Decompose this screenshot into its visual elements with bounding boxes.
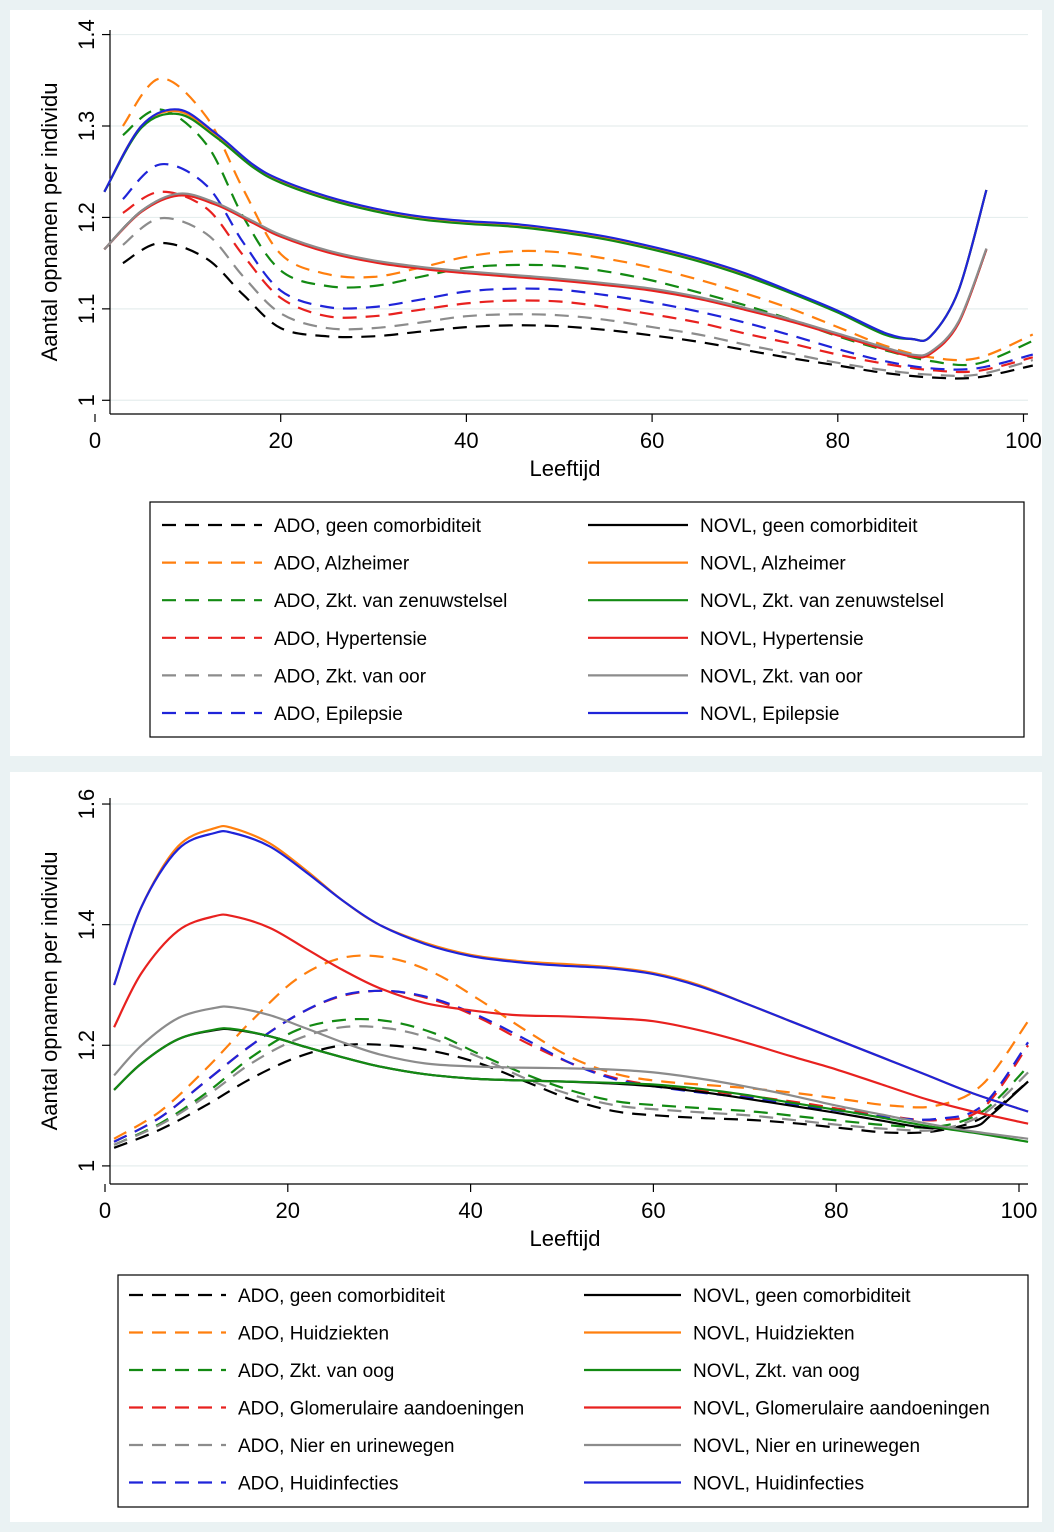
chart1-legend-label: ADO, Epilepsie [274, 704, 403, 725]
chart1-series-line-0 [122, 241, 1034, 380]
chart2-x-tick-label: 60 [641, 1198, 665, 1223]
chart2-y-tick-label: 1.2 [74, 1030, 99, 1061]
chart1-legend-label: NOVL, Zkt. van oor [700, 666, 863, 687]
chart2-legend-label: ADO, Huidziekten [238, 1324, 389, 1345]
chart2-legend-label: NOVL, Nier en urinewegen [693, 1436, 920, 1457]
chart1-y-tick-label: 1 [74, 394, 99, 406]
chart2-x-tick-label: 80 [824, 1198, 848, 1223]
chart1-series-line-3 [122, 190, 1034, 374]
chart2-x-tick-label: 40 [458, 1198, 482, 1223]
chart2-x-tick-label: 20 [276, 1198, 300, 1223]
chart1-x-tick-label: 80 [826, 428, 850, 453]
chart2-x-tick-label: 0 [99, 1198, 111, 1223]
chart2-series-line-8 [113, 1027, 1029, 1143]
chart2-legend-label: ADO, Zkt. van oog [238, 1361, 394, 1382]
chart2-x-axis-title: Leeftijd [530, 1226, 601, 1251]
chart1-series-line-9 [103, 194, 988, 359]
chart1-legend-label: ADO, Hypertensie [274, 629, 427, 650]
chart1-series-line-5 [122, 163, 1034, 371]
chart1-y-axis-title: Aantal opnamen per individu [37, 83, 62, 362]
chart2-legend-label: NOVL, geen comorbiditeit [693, 1286, 911, 1307]
chart1-series-line-11 [103, 108, 988, 343]
chart1-legend-label: NOVL, Hypertensie [700, 629, 864, 650]
chart1: 1 1.1 1.2 1.3 1.4 0 20 40 60 80 100 Leeftijd Aantal … [10, 10, 1042, 756]
chart2-legend-label: ADO, Glomerulaire aandoeningen [238, 1399, 524, 1420]
chart2-y-axis-title: Aantal opnamen per individu [37, 852, 62, 1131]
chart2-legend [117, 1274, 1029, 1508]
chart1-legend-label: NOVL, geen comorbiditeit [700, 516, 918, 537]
chart2-y-tick-label: 1 [74, 1160, 99, 1172]
chart1-x-tick-label: 100 [1005, 428, 1042, 453]
chart1-x-tick-label: 20 [268, 428, 292, 453]
chart1-legend-label: NOVL, Zkt. van zenuwstelsel [700, 591, 944, 612]
chart1-x-tick-label: 0 [89, 428, 101, 453]
chart2-y-tick-label: 1.6 [74, 789, 99, 820]
chart1-x-axis-title: Leeftijd [530, 456, 601, 481]
chart1-series-line-2 [122, 108, 1034, 367]
chart1-legend-label: NOVL, Epilepsie [700, 704, 839, 725]
chart1-legend-label: NOVL, Alzheimer [700, 554, 846, 575]
chart2-x-tick-label: 100 [1001, 1198, 1038, 1223]
chart1-legend [149, 501, 1025, 738]
chart2-legend-label: NOVL, Glomerulaire aandoeningen [693, 1399, 990, 1420]
chart1-series-line-1 [122, 77, 1034, 362]
chart1-y-tick-label: 1.4 [74, 19, 99, 50]
chart2-legend-label: ADO, Huidinfecties [238, 1474, 399, 1495]
chart1-y-tick-label: 1.1 [74, 294, 99, 325]
chart2-legend-label: ADO, geen comorbiditeit [238, 1286, 446, 1307]
chart2-series-line-10 [113, 1005, 1029, 1140]
chart2-series-line-4 [113, 1025, 1029, 1146]
chart2-legend-label: ADO, Nier en urinewegen [238, 1436, 455, 1457]
chart2-legend-label: NOVL, Huidziekten [693, 1324, 855, 1345]
chart1-legend-label: ADO, Zkt. van oor [274, 666, 427, 687]
chart2-series-line-9 [113, 913, 1029, 1125]
chart1-series-line-4 [122, 216, 1034, 378]
chart2-legend-label: NOVL, Huidinfecties [693, 1474, 864, 1495]
chart1-x-tick-label: 60 [640, 428, 664, 453]
chart2-series-line-11 [113, 830, 1029, 1113]
chart1-legend-label: ADO, geen comorbiditeit [274, 516, 482, 537]
chart2: 1 1.2 1.4 1.6 0 20 40 60 80 100 Leeftijd Aantal opn… [10, 772, 1042, 1522]
chart1-legend-label: ADO, Alzheimer [274, 554, 410, 575]
chart1-y-tick-label: 1.2 [74, 202, 99, 233]
chart2-series-line-0 [113, 1043, 1029, 1149]
chart1-y-tick-label: 1.3 [74, 111, 99, 142]
chart1-x-tick-label: 40 [454, 428, 478, 453]
chart1-series-line-10 [103, 192, 988, 357]
chart1-legend-label: ADO, Zkt. van zenuwstelsel [274, 591, 507, 612]
chart2-y-tick-label: 1.4 [74, 909, 99, 940]
chart2-legend-label: NOVL, Zkt. van oog [693, 1361, 860, 1382]
